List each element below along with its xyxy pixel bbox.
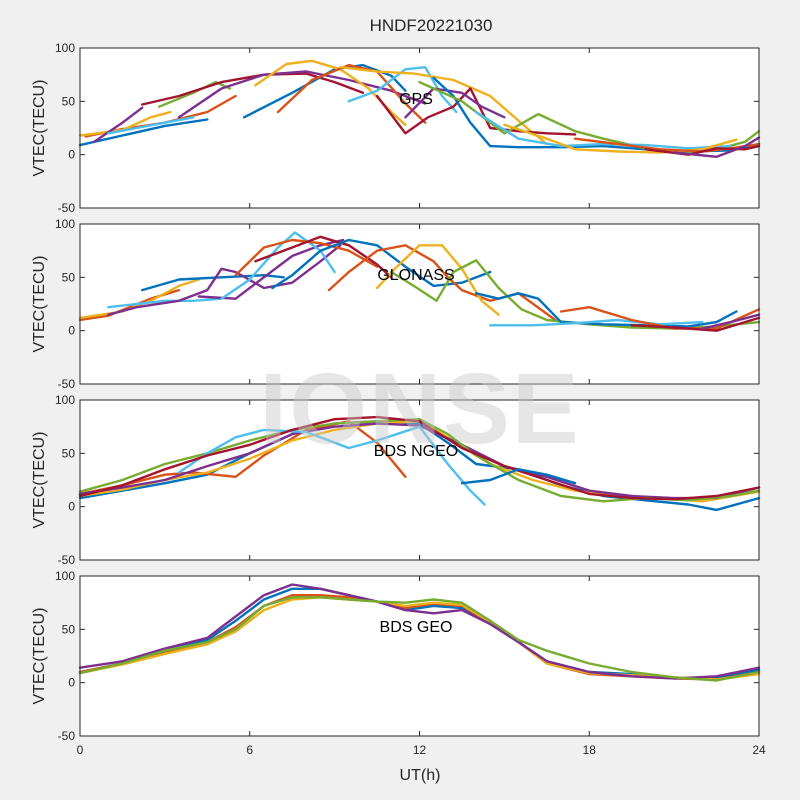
series-line-12: [347, 65, 458, 114]
series-line-8: [177, 70, 427, 119]
series-line-5: [78, 596, 761, 682]
plot-area: [80, 224, 759, 384]
series-line-20: [573, 137, 761, 153]
y-axis-label: VTEC(TECU): [31, 432, 48, 529]
series-line-15: [489, 318, 704, 327]
y-tick-label: 50: [62, 94, 76, 108]
series-line-6: [177, 425, 486, 506]
y-axis-label: VTEC(TECU): [31, 608, 48, 705]
series-line-2: [78, 420, 407, 496]
series-line-15: [404, 87, 506, 119]
y-tick-label: 100: [55, 41, 75, 55]
panel-1: -50 0 50 100 VTEC(TECU) GPS: [31, 41, 761, 215]
series-line-3: [78, 110, 172, 137]
series-line-14: [375, 87, 577, 136]
y-tick-label: -50: [58, 553, 76, 567]
series-line-11: [276, 63, 427, 124]
y-tick-label: 100: [55, 569, 75, 583]
y-tick-label: 100: [55, 217, 75, 231]
series-line-1: [78, 118, 209, 147]
x-tick-label: 18: [583, 743, 597, 757]
plot-area: [80, 48, 759, 208]
series-line-7: [220, 231, 336, 300]
y-tick-label: 0: [68, 148, 75, 162]
panel-label: BDS NGEO: [374, 443, 458, 460]
y-tick-label: 50: [62, 270, 76, 284]
y-tick-label: -50: [58, 201, 76, 215]
series-line-4: [78, 583, 761, 680]
y-axis-label: VTEC(TECU): [31, 80, 48, 177]
y-tick-label: 0: [68, 676, 75, 690]
y-tick-label: 100: [55, 393, 75, 407]
series-line-4: [140, 274, 285, 292]
figure-title: HNDF20221030: [370, 16, 493, 35]
series-line-13: [339, 65, 548, 146]
watermark: IONSE: [259, 353, 580, 465]
series-line-6: [107, 116, 195, 135]
panel-label: GPS: [399, 91, 433, 108]
plot-area: [80, 576, 759, 736]
y-tick-label: -50: [58, 729, 76, 743]
y-tick-label: 50: [62, 622, 76, 636]
y-tick-label: 0: [68, 500, 75, 514]
y-axis-label: VTEC(TECU): [31, 256, 48, 353]
series-line-5: [107, 244, 342, 316]
series-line-19: [503, 123, 738, 154]
panel-label: BDS GEO: [380, 619, 453, 636]
series-line-10: [271, 238, 492, 290]
series-line-16: [559, 306, 761, 330]
x-tick-label: 12: [413, 743, 427, 757]
series-line-18: [701, 313, 761, 330]
series-line-8: [460, 468, 577, 485]
series-line-4: [92, 106, 144, 144]
series-line-22: [672, 136, 761, 159]
y-tick-label: 0: [68, 324, 75, 338]
x-tick-label: 6: [246, 743, 253, 757]
panel-2: -50 0 50 100 VTEC(TECU) GLONASS: [31, 217, 761, 391]
panel-3: -50 0 50 100 VTEC(TECU) BDS NGEO: [31, 393, 761, 567]
y-tick-label: -50: [58, 377, 76, 391]
x-axis-label: UT(h): [400, 767, 441, 784]
series-line-7: [78, 415, 761, 501]
series-line-9: [254, 235, 393, 279]
series-line-3: [107, 297, 223, 309]
x-tick-label: 0: [77, 743, 84, 757]
panel-label: GLONASS: [377, 267, 454, 284]
y-tick-label: 50: [62, 446, 76, 460]
series-line-18: [474, 110, 732, 150]
series-line-12: [375, 244, 500, 316]
series-line-17: [630, 316, 761, 332]
x-tick-label: 24: [752, 743, 766, 757]
